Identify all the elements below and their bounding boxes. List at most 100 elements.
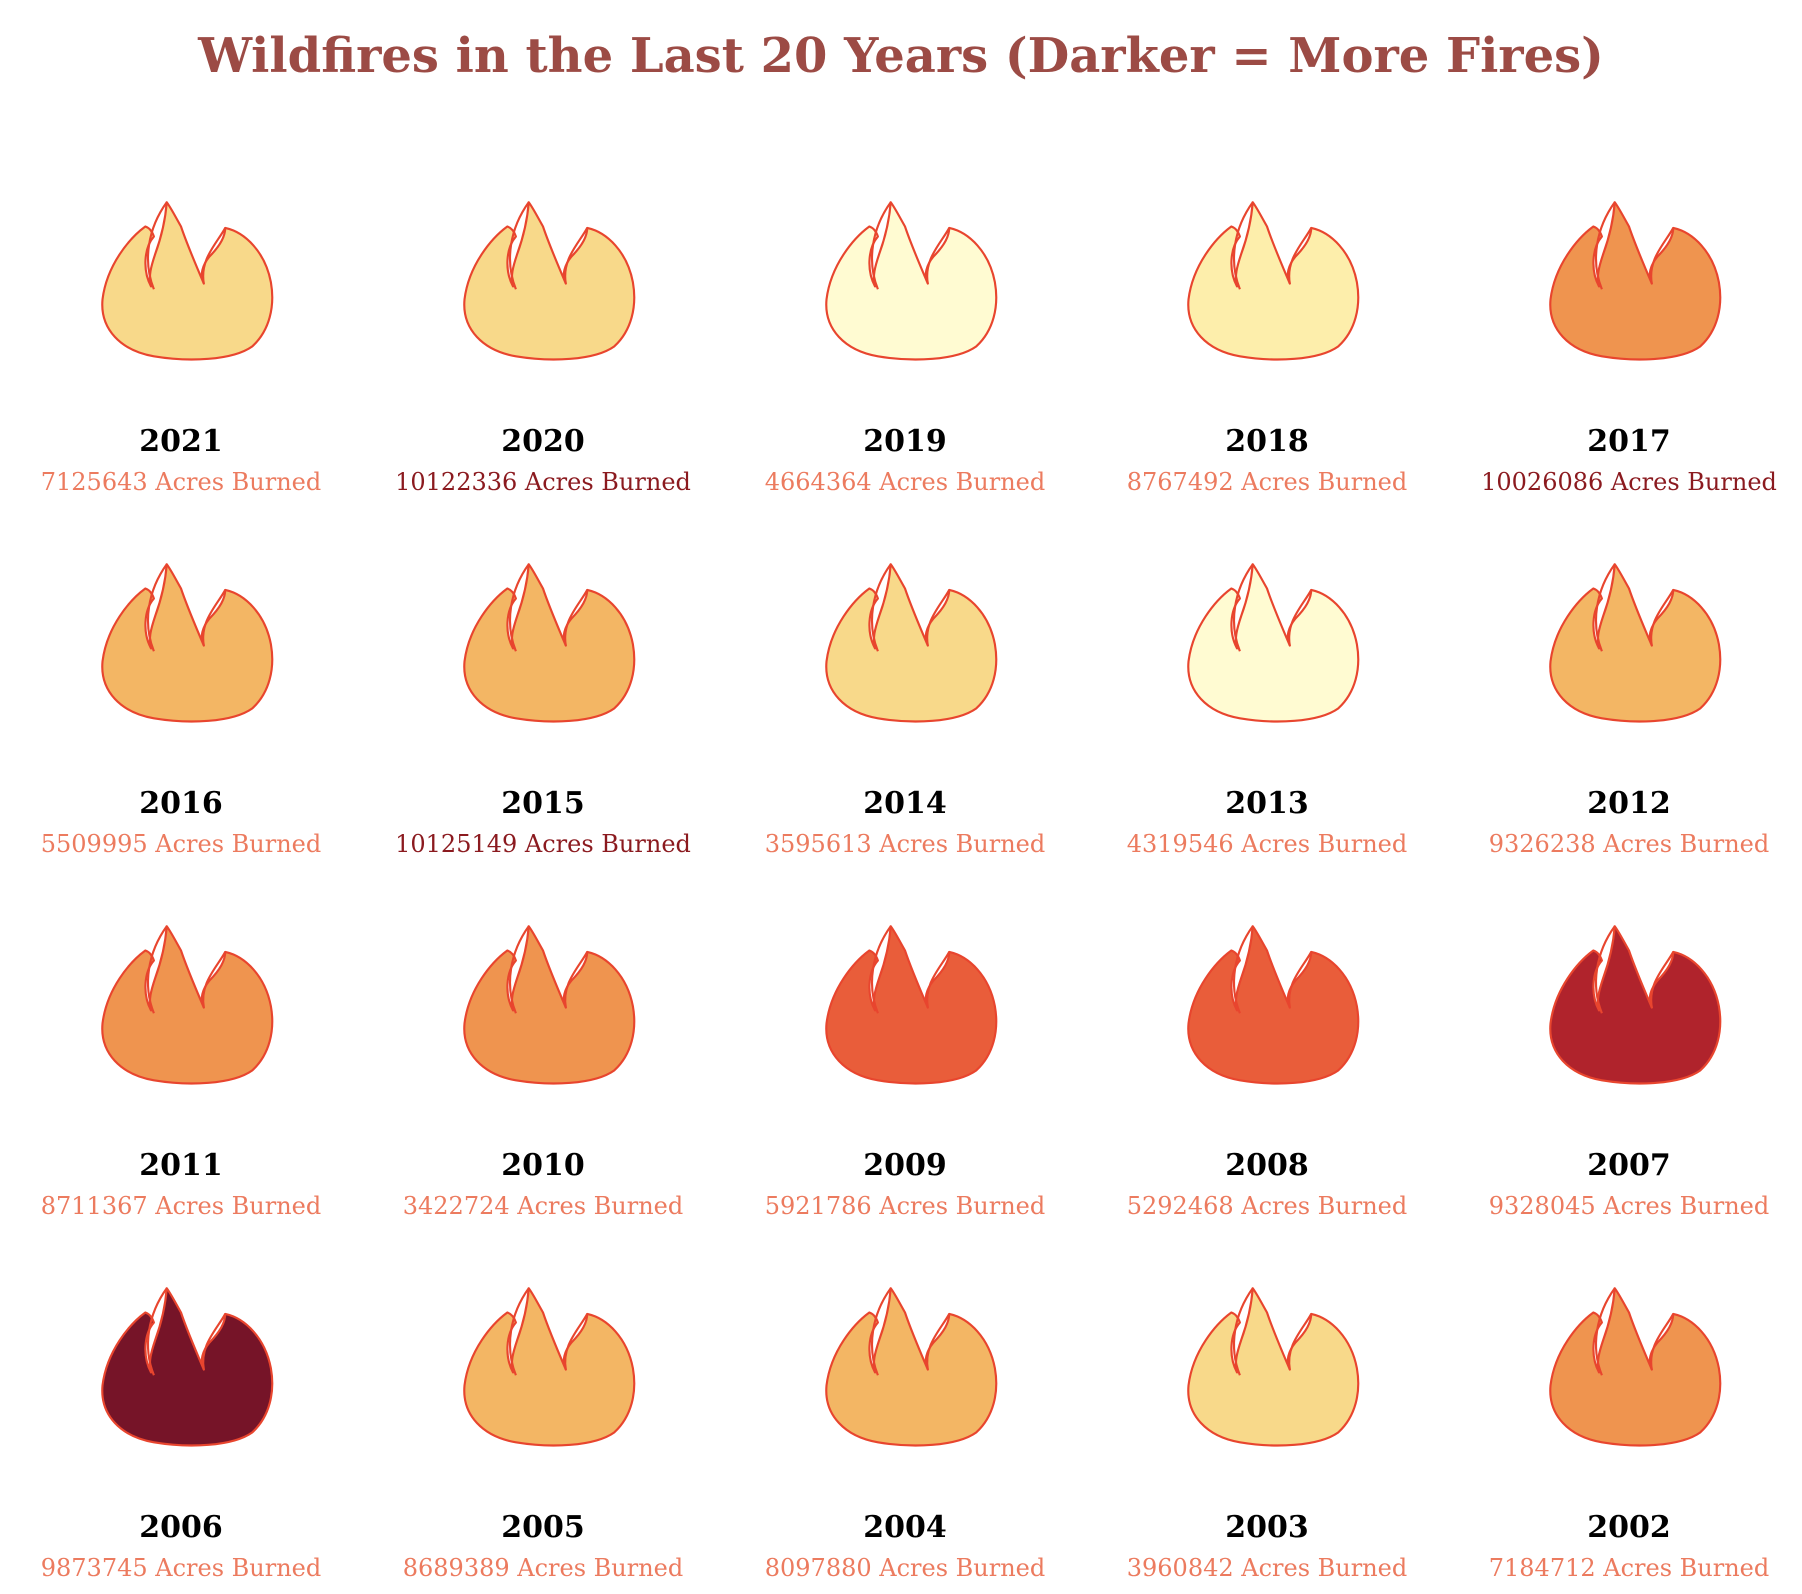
year-label: 2016 xyxy=(139,786,223,821)
year-label: 2004 xyxy=(863,1510,947,1545)
flame-curl xyxy=(1595,563,1616,652)
year-label: 2009 xyxy=(863,1148,947,1183)
flame-curl xyxy=(509,1287,530,1376)
year-label: 2007 xyxy=(1587,1148,1671,1183)
year-label: 2020 xyxy=(501,424,585,459)
acres-label: 7125643 Acres Burned xyxy=(40,468,322,496)
flame-curl xyxy=(509,925,530,1014)
flame-curl xyxy=(1650,227,1675,284)
flame-curl xyxy=(147,563,168,652)
acres-label: 10125149 Acres Burned xyxy=(395,830,691,858)
flame-curl xyxy=(202,227,227,284)
flame-curl xyxy=(564,951,589,1008)
flame-fill xyxy=(463,1287,636,1447)
year-label: 2013 xyxy=(1225,786,1309,821)
year-label: 2018 xyxy=(1225,424,1309,459)
flame-curl xyxy=(926,1313,951,1370)
flame-fill xyxy=(1187,1287,1360,1447)
acres-label: 8689389 Acres Burned xyxy=(402,1554,684,1582)
acres-label: 10122336 Acres Burned xyxy=(395,468,691,496)
flame-curl xyxy=(1595,1287,1616,1376)
year-cell: 2014 3595613 Acres Burned xyxy=(725,540,1085,870)
flame-curl xyxy=(1288,589,1313,646)
year-cell: 2007 9328045 Acres Burned xyxy=(1449,902,1802,1232)
flame-curl xyxy=(202,589,227,646)
flame-curl xyxy=(1650,589,1675,646)
year-cell: 2013 4319546 Acres Burned xyxy=(1087,540,1447,870)
flame-curl xyxy=(1288,227,1313,284)
flame-curl xyxy=(1233,1287,1254,1376)
year-cell: 2011 8711367 Acres Burned xyxy=(1,902,361,1232)
year-cell: 2016 5509995 Acres Burned xyxy=(1,540,361,870)
acres-label: 9328045 Acres Burned xyxy=(1488,1192,1770,1220)
year-cell: 2002 7184712 Acres Burned xyxy=(1449,1264,1802,1594)
year-cell: 2004 8097880 Acres Burned xyxy=(725,1264,1085,1594)
flame-fill xyxy=(1549,1287,1722,1447)
flame-icon xyxy=(825,925,998,1085)
acres-label: 7184712 Acres Burned xyxy=(1488,1554,1770,1582)
acres-label: 10026086 Acres Burned xyxy=(1481,468,1777,496)
flame-icon xyxy=(1187,563,1360,723)
flame-fill xyxy=(101,563,274,723)
flame-icon xyxy=(463,1287,636,1447)
flame-icon xyxy=(825,563,998,723)
flame-icon xyxy=(463,563,636,723)
flame-curl xyxy=(1595,925,1616,1014)
flame-fill xyxy=(101,1287,274,1447)
flame-curl xyxy=(564,589,589,646)
flame-curl xyxy=(926,589,951,646)
flame-fill xyxy=(825,1287,998,1447)
flame-fill xyxy=(1549,925,1722,1085)
acres-label: 8711367 Acres Burned xyxy=(40,1192,322,1220)
year-cell: 2003 3960842 Acres Burned xyxy=(1087,1264,1447,1594)
flame-icon xyxy=(101,925,274,1085)
year-cell: 2010 3422724 Acres Burned xyxy=(363,902,723,1232)
flame-fill xyxy=(463,925,636,1085)
year-label: 2015 xyxy=(501,786,585,821)
flame-icon xyxy=(101,563,274,723)
flame-fill xyxy=(101,201,274,361)
acres-label: 8097880 Acres Burned xyxy=(764,1554,1046,1582)
year-label: 2012 xyxy=(1587,786,1671,821)
flame-icon xyxy=(101,1287,274,1447)
acres-label: 4319546 Acres Burned xyxy=(1126,830,1408,858)
year-label: 2010 xyxy=(501,1148,585,1183)
acres-label: 5921786 Acres Burned xyxy=(764,1192,1046,1220)
acres-label: 4664364 Acres Burned xyxy=(764,468,1046,496)
year-cell: 2019 4664364 Acres Burned xyxy=(725,178,1085,508)
flame-curl xyxy=(1288,951,1313,1008)
flame-curl xyxy=(871,563,892,652)
year-cell: 2012 9326238 Acres Burned xyxy=(1449,540,1802,870)
flame-icon xyxy=(1187,1287,1360,1447)
year-label: 2021 xyxy=(139,424,223,459)
year-label: 2006 xyxy=(139,1510,223,1545)
acres-label: 3960842 Acres Burned xyxy=(1126,1554,1408,1582)
year-cell: 2017 10026086 Acres Burned xyxy=(1449,178,1802,508)
flame-icon xyxy=(1549,925,1722,1085)
year-label: 2014 xyxy=(863,786,947,821)
flame-curl xyxy=(1233,201,1254,290)
flame-icon xyxy=(463,925,636,1085)
flame-fill xyxy=(463,563,636,723)
flame-curl xyxy=(147,925,168,1014)
year-label: 2003 xyxy=(1225,1510,1309,1545)
year-cell: 2005 8689389 Acres Burned xyxy=(363,1264,723,1594)
year-cell: 2009 5921786 Acres Burned xyxy=(725,902,1085,1232)
year-cell: 2015 10125149 Acres Burned xyxy=(363,540,723,870)
year-cell: 2008 5292468 Acres Burned xyxy=(1087,902,1447,1232)
flame-icon xyxy=(1549,563,1722,723)
flame-fill xyxy=(463,201,636,361)
flame-icon xyxy=(1549,1287,1722,1447)
year-label: 2019 xyxy=(863,424,947,459)
flame-curl xyxy=(147,201,168,290)
year-label: 2008 xyxy=(1225,1148,1309,1183)
acres-label: 3595613 Acres Burned xyxy=(764,830,1046,858)
acres-label: 3422724 Acres Burned xyxy=(402,1192,684,1220)
acres-label: 9326238 Acres Burned xyxy=(1488,830,1770,858)
year-cell: 2018 8767492 Acres Burned xyxy=(1087,178,1447,508)
flame-fill xyxy=(1549,563,1722,723)
flame-icon xyxy=(825,1287,998,1447)
flame-fill xyxy=(1187,925,1360,1085)
flame-curl xyxy=(1650,951,1675,1008)
